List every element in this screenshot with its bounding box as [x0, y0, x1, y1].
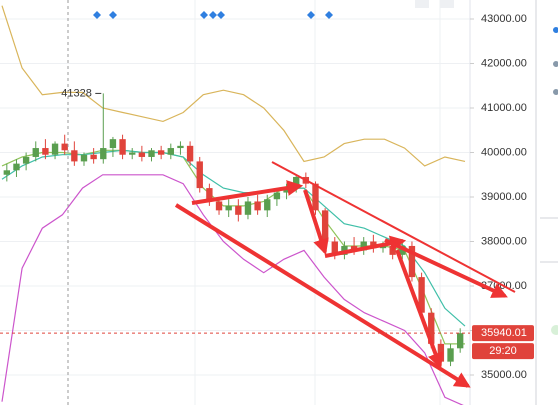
- candle-body: [90, 154, 97, 160]
- candle-body: [167, 148, 174, 155]
- candle-body: [71, 150, 78, 162]
- y-tick-label: 43000.00: [481, 13, 527, 25]
- candle-body: [206, 188, 213, 202]
- y-tick-label: 40000.00: [481, 146, 527, 158]
- candle-body: [215, 201, 223, 211]
- indicator-line: [1, 149, 466, 327]
- candle-body: [273, 192, 281, 200]
- y-tick-label: 42000.00: [481, 57, 527, 69]
- candle-body: [138, 152, 146, 157]
- y-tick-label: 38000.00: [481, 235, 527, 247]
- candle-body: [42, 148, 49, 155]
- candle-body: [254, 201, 261, 211]
- price-line: 35940.01 29:20: [0, 325, 534, 360]
- candle-body: [331, 241, 338, 255]
- candle-body: [418, 277, 425, 313]
- candle-body: [177, 145, 184, 149]
- countdown: 29:20: [489, 345, 517, 357]
- candle-body: [379, 245, 387, 249]
- drawings: [174, 161, 516, 388]
- candle-body: [244, 201, 252, 215]
- candle-body: [264, 199, 271, 211]
- candle-body: [148, 150, 155, 157]
- candle-body: [447, 348, 454, 362]
- markers: [93, 11, 333, 19]
- candle-body: [3, 170, 11, 175]
- candle-body: [235, 205, 242, 215]
- candle-body: [225, 205, 232, 211]
- indicator-line: [1, 174, 464, 405]
- candle-body: [321, 210, 329, 242]
- candle-body: [100, 148, 107, 160]
- countdown-bg: [472, 343, 534, 360]
- candle-body: [61, 143, 68, 151]
- candle-body: [408, 245, 416, 278]
- candle-body: [109, 139, 117, 149]
- candle-body: [119, 139, 126, 155]
- candles: [3, 93, 464, 367]
- candle-body: [13, 163, 20, 171]
- candle-body: [312, 183, 319, 211]
- candle-body: [428, 312, 435, 344]
- candle-body: [186, 145, 194, 162]
- indicator-line: [1, 5, 466, 167]
- y-tick-label: 35000.00: [481, 369, 527, 381]
- candle-body: [80, 154, 88, 162]
- candle-body: [360, 241, 367, 251]
- indicators: [1, 5, 466, 405]
- candle-body: [350, 245, 358, 251]
- candle-body: [456, 333, 464, 349]
- y-tick-label: 39000.00: [481, 191, 527, 203]
- last-price-label: 35940.01: [481, 327, 527, 339]
- candle-body: [22, 156, 30, 164]
- candle-body: [32, 148, 39, 157]
- candle-body: [389, 245, 396, 255]
- price-label-bg: [472, 325, 534, 342]
- candle-body: [157, 150, 165, 155]
- side-panel: [415, 0, 558, 405]
- candle-body: [129, 152, 136, 155]
- candle-body: [196, 161, 203, 189]
- candle-body: [51, 143, 59, 155]
- high-annotation: 41328: [61, 87, 92, 99]
- y-tick-label: 41000.00: [481, 102, 527, 114]
